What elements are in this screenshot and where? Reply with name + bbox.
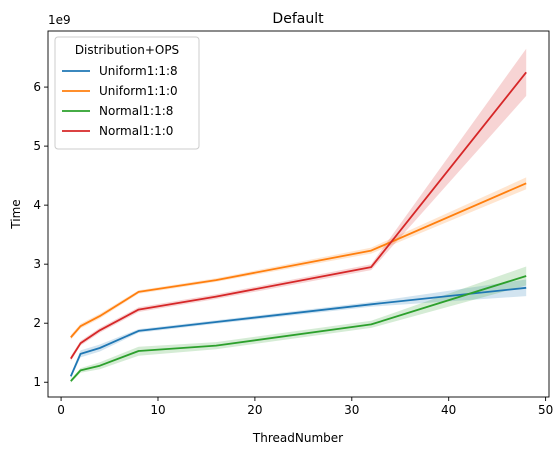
legend-label: Uniform1:1:8 [99, 64, 178, 78]
x-tick-label: 40 [441, 403, 456, 417]
x-tick-label: 10 [150, 403, 165, 417]
x-tick-label: 50 [538, 403, 553, 417]
line-normal1-1-0 [70, 71, 527, 360]
x-tick-label: 0 [57, 403, 65, 417]
plot-frame [47, 30, 550, 398]
x-axis: 0 10 20 30 40 50 [57, 397, 553, 417]
y-tick-label: 2 [33, 316, 41, 330]
line-uniform1-1-0 [70, 182, 527, 338]
legend-frame [54, 36, 200, 150]
x-tick-label: 30 [344, 403, 359, 417]
line-normal1-1-8 [70, 275, 527, 382]
y-axis: 1 2 3 4 5 6 [33, 80, 48, 389]
y-tick-label: 1 [33, 375, 41, 389]
legend-label: Uniform1:1:0 [99, 84, 178, 98]
legend-title: Distribution+OPS [75, 43, 179, 57]
x-tick-label: 20 [247, 403, 262, 417]
series-lines [69, 71, 527, 382]
y-tick-label: 4 [33, 198, 41, 212]
x-axis-label: ThreadNumber [252, 431, 343, 445]
legend-label: Normal1:1:0 [99, 124, 173, 138]
legend-items: Uniform1:1:8 Uniform1:1:0 Normal1:1:8 Norma… [62, 64, 178, 138]
y-tick-label: 5 [33, 139, 41, 153]
chart-title: Default [272, 11, 324, 27]
y-axis-label: Time [9, 199, 23, 229]
y-offset-label: 1e9 [48, 13, 71, 27]
y-tick-label: 6 [33, 80, 41, 94]
legend: Distribution+OPS Uniform1:1:8Uniform1:1:… [54, 36, 200, 150]
legend-label: Normal1:1:8 [99, 104, 173, 118]
y-tick-label: 3 [33, 257, 41, 271]
line-uniform1-1-8 [69, 286, 527, 377]
